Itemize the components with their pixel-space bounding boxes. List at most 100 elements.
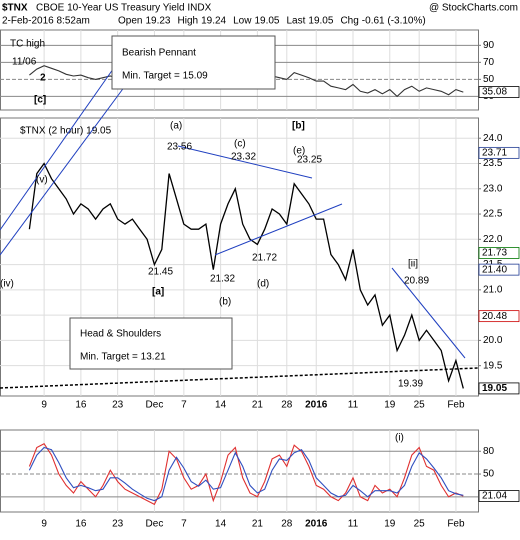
annotation: (e): [293, 146, 305, 157]
source: @ StockCharts.com: [429, 3, 518, 14]
annotation: 19.39: [398, 379, 423, 390]
x-tick-label: Dec: [146, 400, 164, 411]
annotation: (b): [219, 297, 231, 308]
x-tick-label: 14: [215, 519, 227, 530]
annotation-box: [111, 35, 276, 90]
annotation: 20.89: [404, 276, 429, 287]
value-tag: [478, 310, 520, 323]
annotation: 21.72: [252, 253, 277, 264]
quote-date: 2-Feb-2016 8:52am: [2, 16, 90, 27]
y-tick-label: 21.0: [483, 284, 503, 295]
series-line: [28, 442, 464, 506]
annotation: Head & Shoulders: [80, 329, 161, 340]
x-tick-label: 9: [41, 400, 47, 411]
quote-label: Open: [118, 16, 142, 27]
quote-value: -0.61 (-3.10%): [362, 16, 426, 27]
instrument-name: CBOE 10-Year US Treasury Yield INDX: [36, 3, 212, 14]
value-tag: [478, 382, 520, 395]
annotation: 21.32: [210, 274, 235, 285]
annotation: (d): [257, 279, 269, 290]
annotation-box: [69, 317, 233, 370]
x-tick-label: 28: [281, 400, 293, 411]
quote-label: High: [178, 16, 199, 27]
x-tick-label: 11: [348, 519, 359, 530]
x-tick-label: 16: [75, 519, 87, 530]
quote-value: 19.05: [308, 16, 333, 27]
x-tick-label: 7: [181, 519, 187, 530]
annotation: (iv): [0, 279, 14, 290]
annotation: Min. Target = 13.21: [80, 352, 166, 363]
annotation: Bearish Pennant: [122, 48, 196, 59]
annotation: (a): [170, 121, 182, 132]
x-tick-label: 25: [414, 400, 426, 411]
x-tick-label: 7: [181, 400, 187, 411]
x-tick-label: Feb: [447, 400, 465, 411]
quote-value: 19.05: [254, 16, 279, 27]
series-line: [28, 446, 464, 502]
trend-line: [391, 267, 466, 359]
trend-line: [214, 203, 343, 256]
annotation: 23.32: [231, 152, 256, 163]
x-tick-label: 9: [41, 519, 47, 530]
y-tick-label: 23.0: [483, 183, 503, 194]
x-tick-label: 25: [414, 519, 426, 530]
value-tag: [478, 86, 520, 98]
trend-line: [0, 61, 119, 231]
x-tick-label: 23: [112, 519, 124, 530]
annotation: [ii]: [408, 259, 418, 270]
annotation: (c): [234, 139, 246, 150]
x-tick-label: 16: [75, 400, 87, 411]
y-tick-label: 80: [483, 446, 495, 457]
x-tick-label: Dec: [146, 519, 164, 530]
annotation: 11/06: [12, 57, 37, 68]
symbol: $TNX: [2, 3, 28, 14]
quote-label: Low: [233, 16, 252, 27]
annotation: [a]: [152, 287, 164, 298]
y-tick-label: 22.0: [483, 234, 503, 245]
value-tag-label: 21.73: [482, 248, 507, 259]
x-tick-label: 23: [112, 400, 124, 411]
value-tag-label: 21.04: [482, 491, 507, 502]
value-tag: [478, 490, 520, 502]
x-tick-label: 2016: [305, 400, 328, 411]
value-tag: [478, 263, 520, 276]
x-tick-label: 2016: [305, 519, 328, 530]
x-tick-label: 21: [252, 400, 264, 411]
x-tick-label: 21: [252, 519, 264, 530]
annotation: [b]: [292, 121, 305, 132]
quote-label: Last: [287, 16, 306, 27]
y-tick-label: 50: [483, 469, 495, 480]
trend-line: [177, 145, 313, 179]
annotation: Min. Target = 15.09: [122, 71, 208, 82]
annotation: 21.45: [148, 267, 173, 278]
annotation: 23.56: [167, 142, 192, 153]
annotation: 2: [40, 73, 46, 84]
x-tick-label: 14: [215, 400, 227, 411]
annotation: TC high: [10, 39, 45, 50]
trend-line: [0, 85, 126, 256]
y-tick-label: 22.5: [483, 209, 503, 220]
y-tick-label: 24.0: [483, 133, 503, 144]
x-tick-label: Feb: [447, 519, 465, 530]
y-tick-label: 20.0: [483, 335, 503, 346]
quote-label: Chg: [340, 16, 358, 27]
x-tick-label: 28: [281, 519, 293, 530]
legend-entry: $TNX (2 hour) 19.05: [20, 126, 112, 137]
y-tick-label: 23.5: [483, 158, 503, 169]
overlay: TC high 11/062 [c] (v) (a) (c) (e) [b] 23.56 23.3…: [0, 35, 479, 444]
quote-value: 19.23: [145, 16, 170, 27]
y-tick-label: 90: [483, 40, 495, 51]
annotation: (v): [36, 175, 48, 186]
annotation: (i): [395, 433, 404, 444]
quote-value: 19.24: [201, 16, 226, 27]
value-tag-label: 21.40: [482, 264, 507, 275]
x-tick-label: 19: [384, 400, 396, 411]
x-tick-label: 19: [384, 519, 396, 530]
value-tag-label: 35.08: [482, 87, 507, 98]
value-tag: [478, 247, 520, 259]
annotation: 23.25: [297, 155, 322, 166]
value-tag-label: 19.05: [482, 383, 507, 394]
y-tick-label: 19.5: [483, 360, 503, 371]
panel-frame: [0, 429, 479, 513]
